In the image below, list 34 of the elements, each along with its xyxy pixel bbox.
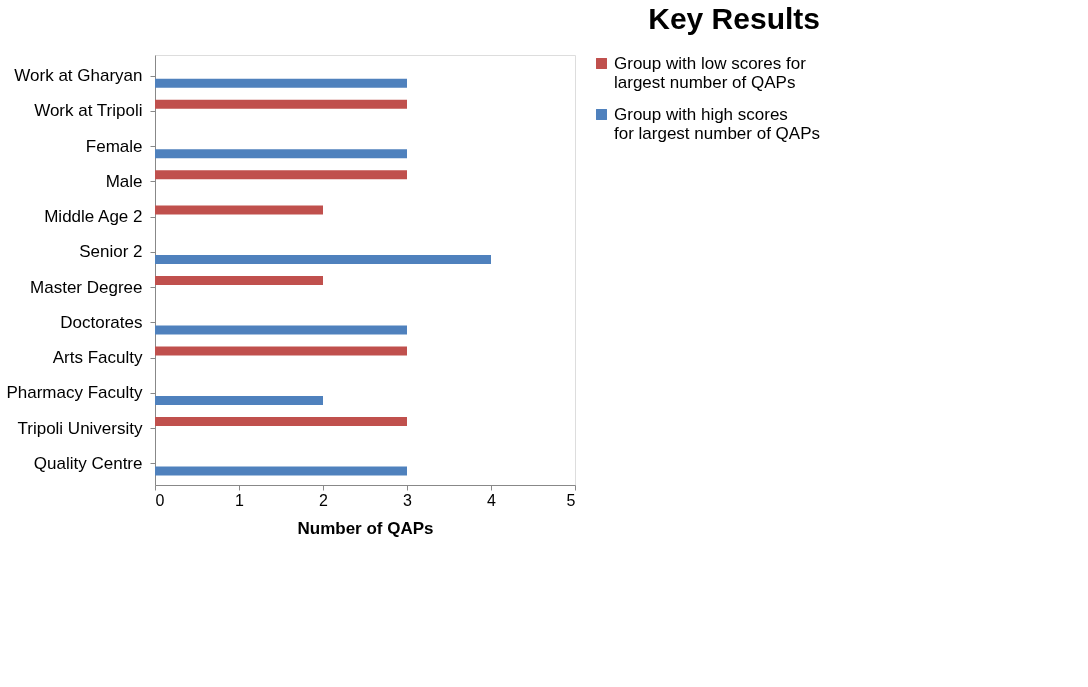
bar (155, 254, 491, 264)
bar (155, 325, 407, 335)
x-tick-label: 5 (566, 491, 576, 509)
bar (155, 417, 407, 427)
bar (155, 78, 407, 88)
x-tick-label: 0 (155, 491, 165, 509)
bar (155, 99, 407, 109)
y-tick-label: Female (85, 136, 143, 156)
legend-label: Group with high scores for largest number of QAPs (614, 104, 820, 143)
bar (155, 205, 323, 215)
y-tick-label: Pharmacy Faculty (6, 383, 143, 403)
x-tick-label: 3 (403, 491, 413, 509)
y-tick-label: Work at Gharyan (14, 66, 143, 86)
y-tick-label: Work at Tripoli (34, 101, 143, 121)
y-tick-label: Middle Age 2 (44, 207, 143, 227)
y-tick-label: Male (105, 171, 143, 191)
y-tick-label: Quality Centre (33, 453, 143, 473)
y-tick-label: Arts Faculty (52, 348, 143, 368)
bar (155, 466, 407, 476)
bar (155, 395, 323, 405)
x-tick-label: 2 (319, 491, 329, 509)
bar (155, 346, 407, 356)
legend-label: Group with low scores for largest number of QAPs (614, 53, 807, 92)
x-axis-title: Number of QAPs (297, 518, 434, 538)
y-tick-label: Tripoli University (17, 418, 143, 438)
text: Key Results (648, 2, 820, 35)
bar (155, 276, 323, 286)
y-tick-label: Doctorates (60, 312, 143, 332)
bar (155, 149, 407, 159)
x-tick-label: 4 (487, 491, 497, 509)
y-tick-label: Master Degree (30, 277, 143, 297)
y-tick-label: Senior 2 (79, 242, 143, 262)
x-tick-label: 1 (235, 491, 245, 509)
bar (155, 170, 407, 180)
